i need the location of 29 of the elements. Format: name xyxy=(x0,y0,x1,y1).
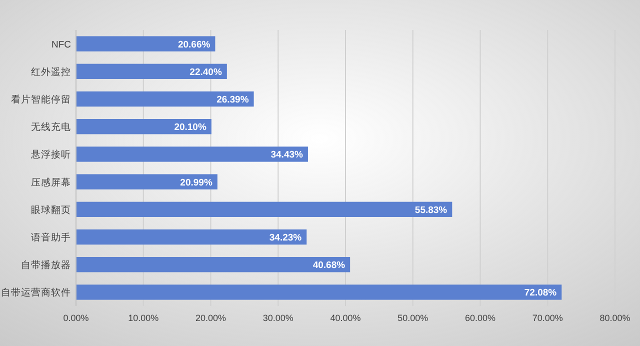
data-label: 20.99% xyxy=(180,177,213,188)
data-label: 34.23% xyxy=(269,232,302,244)
y-tick-label: 看片智能停留 xyxy=(11,94,71,106)
y-tick-label: 眼球翻页 xyxy=(31,204,71,216)
x-tick-label: 60.00% xyxy=(464,313,496,323)
x-tick-label: 40.00% xyxy=(330,313,361,323)
y-tick-label: 红外遥控 xyxy=(31,66,71,78)
data-label: 40.68% xyxy=(312,260,346,272)
data-label: 55.83% xyxy=(414,204,448,216)
y-tick-label: NFC xyxy=(51,39,72,50)
x-tick-label: 50.00% xyxy=(398,313,428,323)
y-tick-label: 语音助手 xyxy=(31,232,71,244)
x-tick-label: 10.00% xyxy=(128,313,159,323)
x-tick-label: 80.00% xyxy=(600,313,630,323)
y-tick-label: 自带播放器 xyxy=(21,259,71,272)
data-label: 34.43% xyxy=(270,150,304,161)
y-tick-label: 悬浮接听 xyxy=(30,148,71,161)
data-label: 20.10% xyxy=(174,122,207,134)
x-tick-label: 0.00% xyxy=(63,313,89,323)
data-label: 20.66% xyxy=(178,39,211,50)
x-tick-label: 30.00% xyxy=(262,313,294,323)
data-label: 26.39% xyxy=(216,94,250,106)
data-label: 22.40% xyxy=(190,66,222,78)
x-tick-label: 20.00% xyxy=(195,313,226,323)
x-tick-label: 70.00% xyxy=(532,313,563,323)
data-label: 72.08% xyxy=(524,288,558,299)
y-tick-label: 压感屏幕 xyxy=(31,176,71,188)
y-tick-label: 自带运营商软件 xyxy=(1,286,71,299)
y-tick-label: 无线充电 xyxy=(31,121,71,134)
